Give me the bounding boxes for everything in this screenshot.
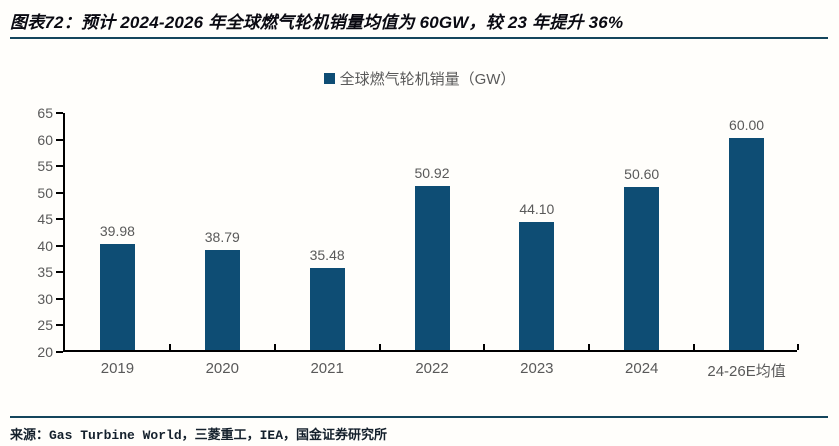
y-axis-tick-mark [56, 324, 63, 327]
bar-value-label: 60.00 [729, 116, 765, 133]
bar-2022 [414, 185, 450, 350]
y-axis-tick-mark [56, 244, 63, 247]
legend-label: 全球燃气轮机销量（GW） [339, 71, 516, 88]
bar-value-label: 35.48 [309, 246, 345, 263]
y-axis-tick-label: 40 [37, 237, 53, 254]
x-axis-tick-mark [797, 344, 799, 350]
y-axis-tick-mark [56, 112, 63, 114]
title-divider [10, 37, 828, 39]
bar-chart-plot-area: 20 25 30 35 40 45 50 55 60 65 39.98 2019 38.79 2020 35… [37, 105, 799, 380]
y-axis-tick-mark [56, 351, 63, 353]
x-axis-category-label: 2021 [310, 360, 344, 377]
x-axis-tick-mark [274, 344, 276, 350]
x-axis-tick-mark [379, 344, 381, 350]
source-note: 来源：Gas Turbine World，三菱重工，IEA，国金证券研究所 [10, 428, 388, 443]
bar-2024 [624, 187, 660, 350]
y-axis-tick-label: 30 [37, 290, 53, 307]
bar-value-label: 44.10 [519, 201, 555, 218]
y-axis-tick-mark [56, 297, 63, 300]
bar-24-26E均值 [729, 137, 765, 350]
x-axis-category-label: 2020 [205, 360, 239, 377]
y-axis-tick-label: 45 [37, 211, 53, 228]
y-axis-tick-mark [56, 218, 63, 221]
y-axis-tick-mark [56, 165, 63, 168]
x-axis-category-label: 2024 [625, 360, 659, 377]
y-axis-tick-label: 20 [37, 344, 53, 360]
bar-2019 [99, 243, 135, 350]
x-axis-category-label: 2019 [100, 360, 135, 377]
y-axis-tick-mark [56, 191, 63, 194]
bar-value-label: 50.60 [624, 166, 660, 183]
x-axis-tick-mark [588, 344, 590, 350]
legend-swatch-icon [323, 73, 335, 84]
y-axis-tick-label: 60 [37, 131, 53, 148]
bar-2021 [309, 267, 345, 350]
bar-value-label: 50.92 [414, 164, 450, 181]
y-axis-tick-mark [56, 271, 63, 274]
bar-value-label: 39.98 [99, 222, 135, 239]
figure-title: 图表72：预计 2024-2026 年全球燃气轮机销量均值为 60GW，较 23… [10, 13, 624, 32]
y-axis-tick-label: 35 [37, 264, 53, 281]
y-axis-tick-label: 50 [37, 184, 53, 201]
x-axis-tick-mark [483, 344, 485, 350]
chart-legend: 全球燃气轮机销量（GW） [0, 68, 839, 89]
y-axis-tick-label: 25 [37, 317, 53, 334]
x-axis-tick-mark [693, 344, 695, 350]
y-axis-tick-mark [56, 138, 63, 141]
x-axis-category-label: 2023 [520, 360, 554, 377]
x-axis-tick-mark [169, 344, 171, 350]
bar-2023 [519, 222, 555, 350]
y-axis-tick-label: 55 [37, 158, 53, 175]
bar-2020 [204, 250, 240, 350]
x-axis-category-label: 24-26E均值 [707, 363, 786, 380]
y-axis-tick-label: 65 [37, 105, 53, 121]
x-axis-category-label: 2022 [415, 360, 449, 377]
bar-value-label: 38.79 [204, 229, 240, 246]
footer-divider [10, 416, 828, 418]
